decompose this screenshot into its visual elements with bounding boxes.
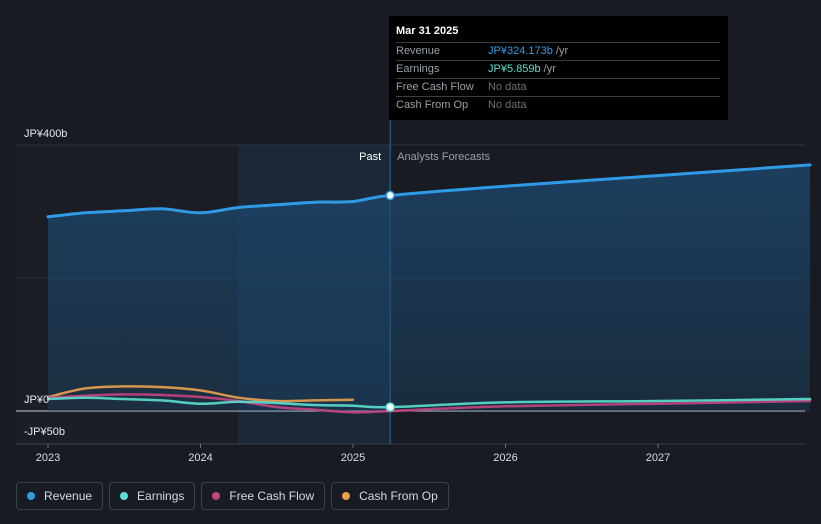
- tooltip-row: Revenue JP¥324.173b /yr: [396, 42, 720, 60]
- legend: Revenue Earnings Free Cash Flow Cash From O…: [16, 482, 449, 510]
- tooltip-value-text: No data: [488, 81, 527, 93]
- legend-dot-icon: [212, 492, 221, 500]
- free-cash-flow-line: [46, 393, 812, 414]
- tooltip-row-label: Free Cash Flow: [396, 81, 474, 93]
- y-tick-label: JP¥0: [24, 394, 49, 406]
- x-tick-label: 2024: [188, 452, 212, 464]
- legend-item-cash-from-op[interactable]: Cash From Op: [331, 482, 449, 510]
- tooltip-row: Free Cash Flow No data: [396, 78, 720, 96]
- tooltip-value-unit: /yr: [540, 63, 556, 75]
- legend-label: Revenue: [44, 489, 93, 503]
- x-tick-label: 2027: [646, 452, 670, 464]
- legend-label: Earnings: [137, 489, 185, 503]
- tooltip-value-text: JP¥324.173b: [488, 45, 553, 57]
- tooltip-value-text: JP¥5.859b: [488, 63, 541, 75]
- legend-item-free-cash-flow[interactable]: Free Cash Flow: [201, 482, 326, 510]
- legend-item-revenue[interactable]: Revenue: [16, 482, 104, 510]
- legend-item-earnings[interactable]: Earnings: [109, 482, 196, 510]
- forecast-label: Analysts Forecasts: [397, 151, 490, 163]
- tooltip-row-value: No data: [488, 97, 527, 114]
- tooltip: Mar 31 2025 Revenue JP¥324.173b /yr Earnin…: [389, 16, 728, 120]
- tooltip-value-text: No data: [488, 99, 527, 111]
- tooltip-row-value: JP¥324.173b /yr: [488, 43, 568, 60]
- legend-dot-icon: [342, 492, 351, 500]
- legend-label: Cash From Op: [359, 489, 438, 503]
- y-tick-label: JP¥400b: [24, 128, 67, 140]
- legend-dot-icon: [120, 492, 129, 500]
- revenue-line: [46, 163, 812, 219]
- tooltip-row: Cash From Op No data: [396, 96, 720, 114]
- past-label: Past: [359, 151, 381, 163]
- tooltip-row-value: No data: [488, 79, 527, 96]
- x-tick-label: 2023: [36, 452, 60, 464]
- legend-label: Free Cash Flow: [229, 489, 315, 503]
- y-tick-label: -JP¥50b: [24, 426, 65, 438]
- tooltip-row: Earnings JP¥5.859b /yr: [396, 60, 720, 78]
- tooltip-row-value: JP¥5.859b /yr: [488, 61, 556, 78]
- tooltip-row-label: Cash From Op: [396, 99, 469, 111]
- revenue-area: [48, 164, 811, 411]
- tooltip-row-label: Earnings: [396, 63, 440, 75]
- x-tick-label: 2025: [341, 452, 365, 464]
- legend-dot-icon: [27, 492, 35, 500]
- x-tick-label: 2026: [493, 452, 517, 464]
- earnings-line: [46, 396, 812, 409]
- tooltip-date: Mar 31 2025: [396, 25, 459, 37]
- split-marker: [385, 402, 395, 412]
- tooltip-value-unit: /yr: [552, 45, 569, 57]
- tooltip-row-label: Revenue: [396, 45, 441, 57]
- cash-from-op-line: [46, 385, 355, 403]
- split-marker: [385, 190, 395, 201]
